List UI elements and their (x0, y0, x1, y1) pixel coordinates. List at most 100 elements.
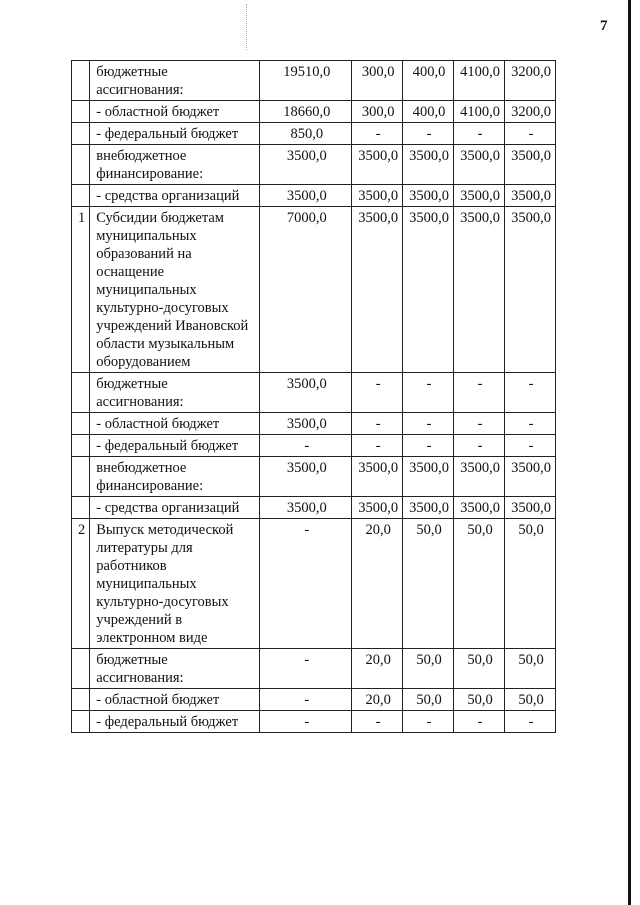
value-cell: 18660,0 (259, 100, 353, 123)
table-row: бюджетные ассигнования: -20,0 50,0 50,0 50,0 (70, 648, 556, 689)
value-cell: 19510,0 (259, 60, 353, 101)
value-cell: 3500,0 (402, 496, 454, 519)
table-row: 1 Субсидии бюджетам муниципальных образов… (70, 206, 556, 373)
value-cell: - (453, 434, 505, 457)
row-label: бюджетные ассигнования: (89, 372, 261, 413)
value-cell: - (259, 648, 353, 689)
value-cell: - (504, 434, 556, 457)
value-cell: 3500,0 (402, 184, 454, 207)
value-cell: 3200,0 (504, 60, 556, 101)
value-cell: 3500,0 (259, 144, 353, 185)
value-cell: - (402, 412, 454, 435)
row-number (70, 412, 91, 435)
value-cell: 850,0 (259, 122, 353, 145)
value-cell: - (402, 372, 454, 413)
value-cell: - (402, 122, 454, 145)
value-cell: - (351, 122, 404, 145)
value-cell: 4100,0 (453, 100, 505, 123)
row-label: - федеральный бюджет (89, 710, 261, 733)
value-cell: - (402, 710, 454, 733)
table-row: 2 Выпуск методической литературы для рабо… (70, 518, 556, 649)
value-cell: 400,0 (402, 60, 454, 101)
value-cell: 50,0 (504, 518, 556, 649)
value-cell: - (504, 122, 556, 145)
value-cell: 3200,0 (504, 100, 556, 123)
value-cell: - (351, 710, 404, 733)
value-cell: 3500,0 (259, 184, 353, 207)
row-number: 1 (70, 206, 91, 373)
value-cell: 3500,0 (351, 496, 404, 519)
table-row: - средства организаций 3500,0 3500,0 3500,0… (70, 184, 556, 207)
value-cell: - (504, 412, 556, 435)
row-label: - областной бюджет (89, 412, 261, 435)
value-cell: 3500,0 (402, 144, 454, 185)
value-cell: 20,0 (351, 648, 404, 689)
value-cell: 3500,0 (453, 144, 505, 185)
value-cell: 300,0 (351, 100, 404, 123)
value-cell: - (453, 710, 505, 733)
value-cell: 50,0 (402, 688, 454, 711)
value-cell: 3500,0 (453, 456, 505, 497)
row-label: - областной бюджет (89, 688, 261, 711)
value-cell: - (453, 412, 505, 435)
scan-speck (246, 4, 248, 50)
value-cell: 3500,0 (351, 456, 404, 497)
value-cell: - (453, 122, 505, 145)
value-cell: 7000,0 (259, 206, 353, 373)
table-row: - областной бюджет -20,0 50,0 50,0 50,0 (70, 688, 556, 711)
value-cell: 3500,0 (504, 496, 556, 519)
value-cell: 3500,0 (504, 206, 556, 373)
value-cell: 3500,0 (453, 496, 505, 519)
row-number (70, 60, 91, 101)
row-label: - федеральный бюджет (89, 434, 261, 457)
table-row: внебюджетное финансирование: 3500,0 3500,0… (70, 144, 556, 185)
row-label: - областной бюджет (89, 100, 261, 123)
row-number (70, 122, 91, 145)
row-number (70, 144, 91, 185)
value-cell: - (402, 434, 454, 457)
table-row: - федеральный бюджет 850,0- - - - (70, 122, 556, 145)
value-cell: 50,0 (453, 648, 505, 689)
table-row: - областной бюджет 18660,0 300,0 400,0 4100,… (70, 100, 556, 123)
value-cell: 3500,0 (259, 456, 353, 497)
table-row: бюджетные ассигнования: 3500,0- - - - (70, 372, 556, 413)
value-cell: 3500,0 (402, 456, 454, 497)
row-number (70, 184, 91, 207)
value-cell: 300,0 (351, 60, 404, 101)
value-cell: 3500,0 (453, 206, 505, 373)
value-cell: 50,0 (504, 688, 556, 711)
value-cell: - (259, 688, 353, 711)
row-number (70, 434, 91, 457)
row-label: - средства организаций (89, 184, 261, 207)
row-label: бюджетные ассигнования: (89, 60, 261, 101)
value-cell: 3500,0 (259, 372, 353, 413)
row-number (70, 710, 91, 733)
table-row: - областной бюджет 3500,0- - - - (70, 412, 556, 435)
value-cell: 3500,0 (259, 412, 353, 435)
budget-table: бюджетные ассигнования: 19510,0 300,0 400,0… (70, 60, 556, 733)
value-cell: 3500,0 (504, 184, 556, 207)
value-cell: 4100,0 (453, 60, 505, 101)
row-number (70, 100, 91, 123)
table-row: - федеральный бюджет - - - - - (70, 710, 556, 733)
table-row: бюджетные ассигнования: 19510,0 300,0 400,0… (70, 60, 556, 101)
row-label: внебюджетное финансирование: (89, 456, 261, 497)
row-number (70, 496, 91, 519)
value-cell: 20,0 (351, 518, 404, 649)
value-cell: - (351, 434, 404, 457)
row-label: внебюджетное финансирование: (89, 144, 261, 185)
value-cell: 3500,0 (504, 456, 556, 497)
table-row: - средства организаций 3500,0 3500,0 3500,0… (70, 496, 556, 519)
value-cell: - (504, 372, 556, 413)
value-cell: 20,0 (351, 688, 404, 711)
value-cell: - (351, 372, 404, 413)
value-cell: - (504, 710, 556, 733)
row-number (70, 456, 91, 497)
value-cell: 50,0 (402, 648, 454, 689)
table-row: - федеральный бюджет - - - - - (70, 434, 556, 457)
page-number: 7 (600, 18, 608, 34)
value-cell: 50,0 (504, 648, 556, 689)
scan-edge (628, 0, 640, 905)
row-label: - федеральный бюджет (89, 122, 261, 145)
value-cell: 3500,0 (402, 206, 454, 373)
